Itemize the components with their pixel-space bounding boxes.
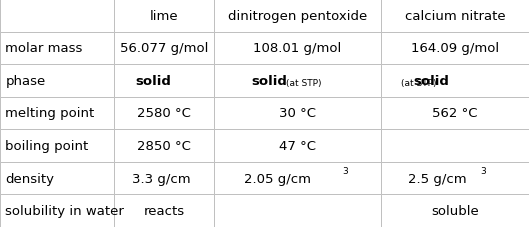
Text: melting point: melting point	[5, 107, 95, 120]
Text: (at STP): (at STP)	[286, 79, 321, 88]
Bar	[0, 32, 114, 65]
Text: solid: solid	[251, 75, 287, 88]
Bar	[381, 65, 529, 97]
Bar	[381, 130, 529, 162]
Text: 56.077 g/mol: 56.077 g/mol	[120, 42, 208, 55]
Bar	[214, 130, 381, 162]
Text: solid: solid	[414, 75, 449, 88]
Text: lime: lime	[150, 10, 178, 23]
Bar	[381, 32, 529, 65]
Text: solubility in water: solubility in water	[5, 204, 124, 217]
Text: calcium nitrate: calcium nitrate	[405, 10, 505, 23]
Bar	[214, 195, 381, 227]
Text: 47 °C: 47 °C	[279, 139, 316, 152]
Bar	[114, 32, 214, 65]
Bar	[0, 97, 114, 130]
Bar	[381, 195, 529, 227]
Text: reacts: reacts	[143, 204, 185, 217]
Text: (at STP): (at STP)	[401, 79, 436, 88]
Bar	[114, 65, 214, 97]
Bar	[0, 130, 114, 162]
Bar	[0, 195, 114, 227]
Text: boiling point: boiling point	[5, 139, 88, 152]
Bar	[0, 162, 114, 195]
Bar	[114, 130, 214, 162]
Text: 30 °C: 30 °C	[279, 107, 316, 120]
Text: dinitrogen pentoxide: dinitrogen pentoxide	[228, 10, 367, 23]
Text: solid: solid	[136, 75, 172, 88]
Text: 164.09 g/mol: 164.09 g/mol	[411, 42, 499, 55]
Text: 562 °C: 562 °C	[432, 107, 478, 120]
Bar	[214, 0, 381, 32]
Bar	[114, 0, 214, 32]
Text: 2.05 g/cm: 2.05 g/cm	[244, 172, 311, 185]
Bar	[0, 65, 114, 97]
Bar	[114, 97, 214, 130]
Bar	[381, 0, 529, 32]
Text: 2850 °C: 2850 °C	[137, 139, 191, 152]
Text: 2.5 g/cm: 2.5 g/cm	[407, 172, 466, 185]
Text: phase: phase	[5, 75, 45, 88]
Text: molar mass: molar mass	[5, 42, 83, 55]
Bar	[114, 162, 214, 195]
Text: 3: 3	[480, 167, 486, 176]
Text: 3: 3	[342, 167, 348, 176]
Text: 3.3 g/cm: 3.3 g/cm	[132, 172, 190, 185]
Text: 108.01 g/mol: 108.01 g/mol	[253, 42, 342, 55]
Bar	[214, 97, 381, 130]
Bar	[214, 32, 381, 65]
Bar	[214, 65, 381, 97]
Text: 2580 °C: 2580 °C	[137, 107, 191, 120]
Bar	[0, 0, 114, 32]
Bar	[381, 97, 529, 130]
Text: soluble: soluble	[431, 204, 479, 217]
Bar	[214, 162, 381, 195]
Bar	[114, 195, 214, 227]
Bar	[381, 162, 529, 195]
Text: density: density	[5, 172, 54, 185]
